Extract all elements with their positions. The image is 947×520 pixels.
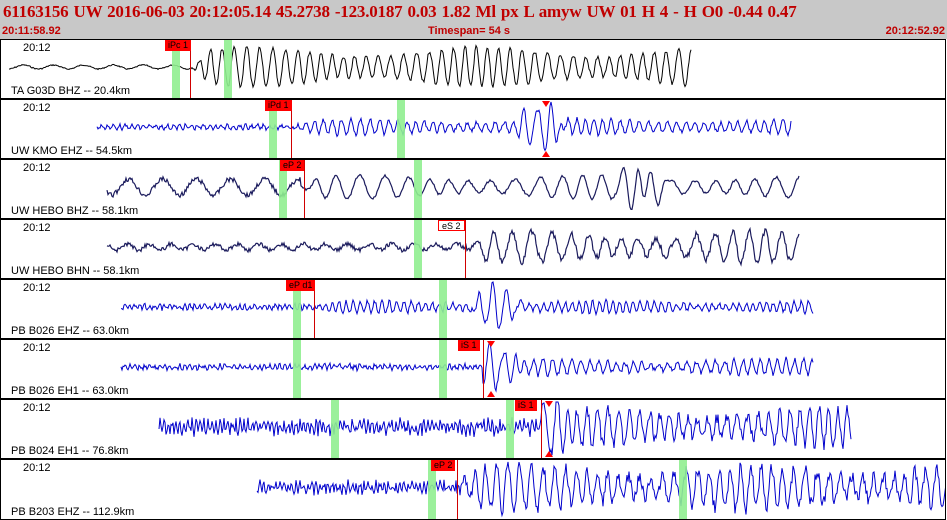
trace-label: PB B024 EH1 -- 76.8km <box>11 445 129 457</box>
window-marker[interactable] <box>414 160 422 218</box>
amplitude-marker-bottom <box>542 151 550 157</box>
window-marker[interactable] <box>293 280 301 338</box>
window-marker[interactable] <box>269 100 277 158</box>
waveform <box>106 226 800 267</box>
event-header: 61163156 UW 2016-06-03 20:12:05.14 45.27… <box>0 0 947 39</box>
pick-tag[interactable]: eP 2 <box>431 460 456 471</box>
pick-tag[interactable]: eS 2 <box>438 220 465 231</box>
amplitude-marker-bottom <box>545 451 553 457</box>
waveform-trace <box>120 281 814 330</box>
trace-label: TA G03D BHZ -- 20.4km <box>11 85 130 97</box>
amplitude-marker-top <box>542 101 550 107</box>
amplitude-marker-bottom <box>487 391 495 397</box>
trace-time: 20:12 <box>23 402 51 414</box>
waveform-trace <box>120 340 814 393</box>
window-marker[interactable] <box>439 340 447 398</box>
waveform <box>106 166 800 210</box>
waveform <box>120 281 814 330</box>
window-marker[interactable] <box>428 460 436 519</box>
waveform <box>158 401 852 456</box>
trace-label: PB B203 EHZ -- 112.9km <box>11 506 135 518</box>
waveform <box>256 461 945 518</box>
trace-panel-6[interactable]: iS 1 20:12 PB B026 EH1 -- 63.0km <box>0 339 946 399</box>
window-marker[interactable] <box>331 400 339 458</box>
waveform-trace <box>106 226 800 267</box>
trace-time: 20:12 <box>23 462 51 474</box>
window-marker[interactable] <box>439 280 447 338</box>
pick-line[interactable] <box>457 460 458 519</box>
trace-time: 20:12 <box>23 162 51 174</box>
waveform-trace <box>96 101 792 152</box>
amplitude-marker-top <box>545 401 553 407</box>
pick-tag[interactable]: iPc 1 <box>165 40 192 51</box>
waveform <box>9 44 692 89</box>
trace-panel-4[interactable]: eS 2 20:12 UW HEBO BHN -- 58.1km <box>0 219 946 279</box>
amplitude-marker-top <box>487 341 495 347</box>
waveform-trace <box>106 166 800 210</box>
window-marker[interactable] <box>397 100 405 158</box>
window-marker[interactable] <box>172 40 180 98</box>
pick-line[interactable] <box>483 340 484 398</box>
trace-panel-5[interactable]: eP d1 20:12 PB B026 EHZ -- 63.0km <box>0 279 946 339</box>
pick-line[interactable] <box>541 400 542 458</box>
trace-time: 20:12 <box>23 282 51 294</box>
trace-panel-3[interactable]: eP 2 20:12 UW HEBO BHZ -- 58.1km <box>0 159 946 219</box>
start-time: 20:11:58.92 <box>2 25 61 37</box>
pick-tag[interactable]: eP 2 <box>280 160 305 171</box>
pick-tag[interactable]: iS 1 <box>515 400 537 411</box>
trace-label: UW HEBO BHZ -- 58.1km <box>11 205 139 217</box>
window-marker[interactable] <box>414 220 422 278</box>
waveform <box>120 340 814 393</box>
trace-panel-7[interactable]: iS 1 20:12 PB B024 EH1 -- 76.8km <box>0 399 946 459</box>
trace-panel-8[interactable]: eP 2 20:12 PB B203 EHZ -- 112.9km <box>0 459 946 520</box>
trace-label: PB B026 EH1 -- 63.0km <box>11 385 129 397</box>
window-marker[interactable] <box>506 400 514 458</box>
trace-panel-1[interactable]: iPc 1 20:12 TA G03D BHZ -- 20.4km <box>0 39 946 99</box>
pick-tag[interactable]: iS 1 <box>458 340 480 351</box>
event-summary: 61163156 UW 2016-06-03 20:12:05.14 45.27… <box>3 2 797 21</box>
timespan: Timespan= 54 s <box>428 25 511 37</box>
waveform-panels: iPc 1 20:12 TA G03D BHZ -- 20.4km iPd 1 … <box>0 39 947 520</box>
trace-time: 20:12 <box>23 42 51 54</box>
pick-tag[interactable]: iPd 1 <box>265 100 292 111</box>
waveform-trace <box>9 44 692 89</box>
pick-line[interactable] <box>314 280 315 338</box>
trace-label: PB B026 EHZ -- 63.0km <box>11 325 129 337</box>
window-marker[interactable] <box>279 160 287 218</box>
pick-tag[interactable]: eP d1 <box>286 280 316 291</box>
pick-line[interactable] <box>304 160 305 218</box>
window-marker[interactable] <box>293 340 301 398</box>
waveform-trace <box>256 461 945 518</box>
pick-line[interactable] <box>291 100 292 158</box>
window-marker[interactable] <box>679 460 687 519</box>
trace-time: 20:12 <box>23 222 51 234</box>
window-marker[interactable] <box>224 40 232 98</box>
trace-time: 20:12 <box>23 342 51 354</box>
trace-label: UW KMO EHZ -- 54.5km <box>11 145 133 157</box>
pick-line[interactable] <box>190 40 191 98</box>
trace-panel-2[interactable]: iPd 1 20:12 UW KMO EHZ -- 54.5km <box>0 99 946 159</box>
waveform-trace <box>158 401 852 456</box>
trace-time: 20:12 <box>23 102 51 114</box>
trace-label: UW HEBO BHN -- 58.1km <box>11 265 140 277</box>
end-time: 20:12:52.92 <box>885 25 945 37</box>
pick-line[interactable] <box>465 220 466 278</box>
waveform <box>96 101 792 152</box>
